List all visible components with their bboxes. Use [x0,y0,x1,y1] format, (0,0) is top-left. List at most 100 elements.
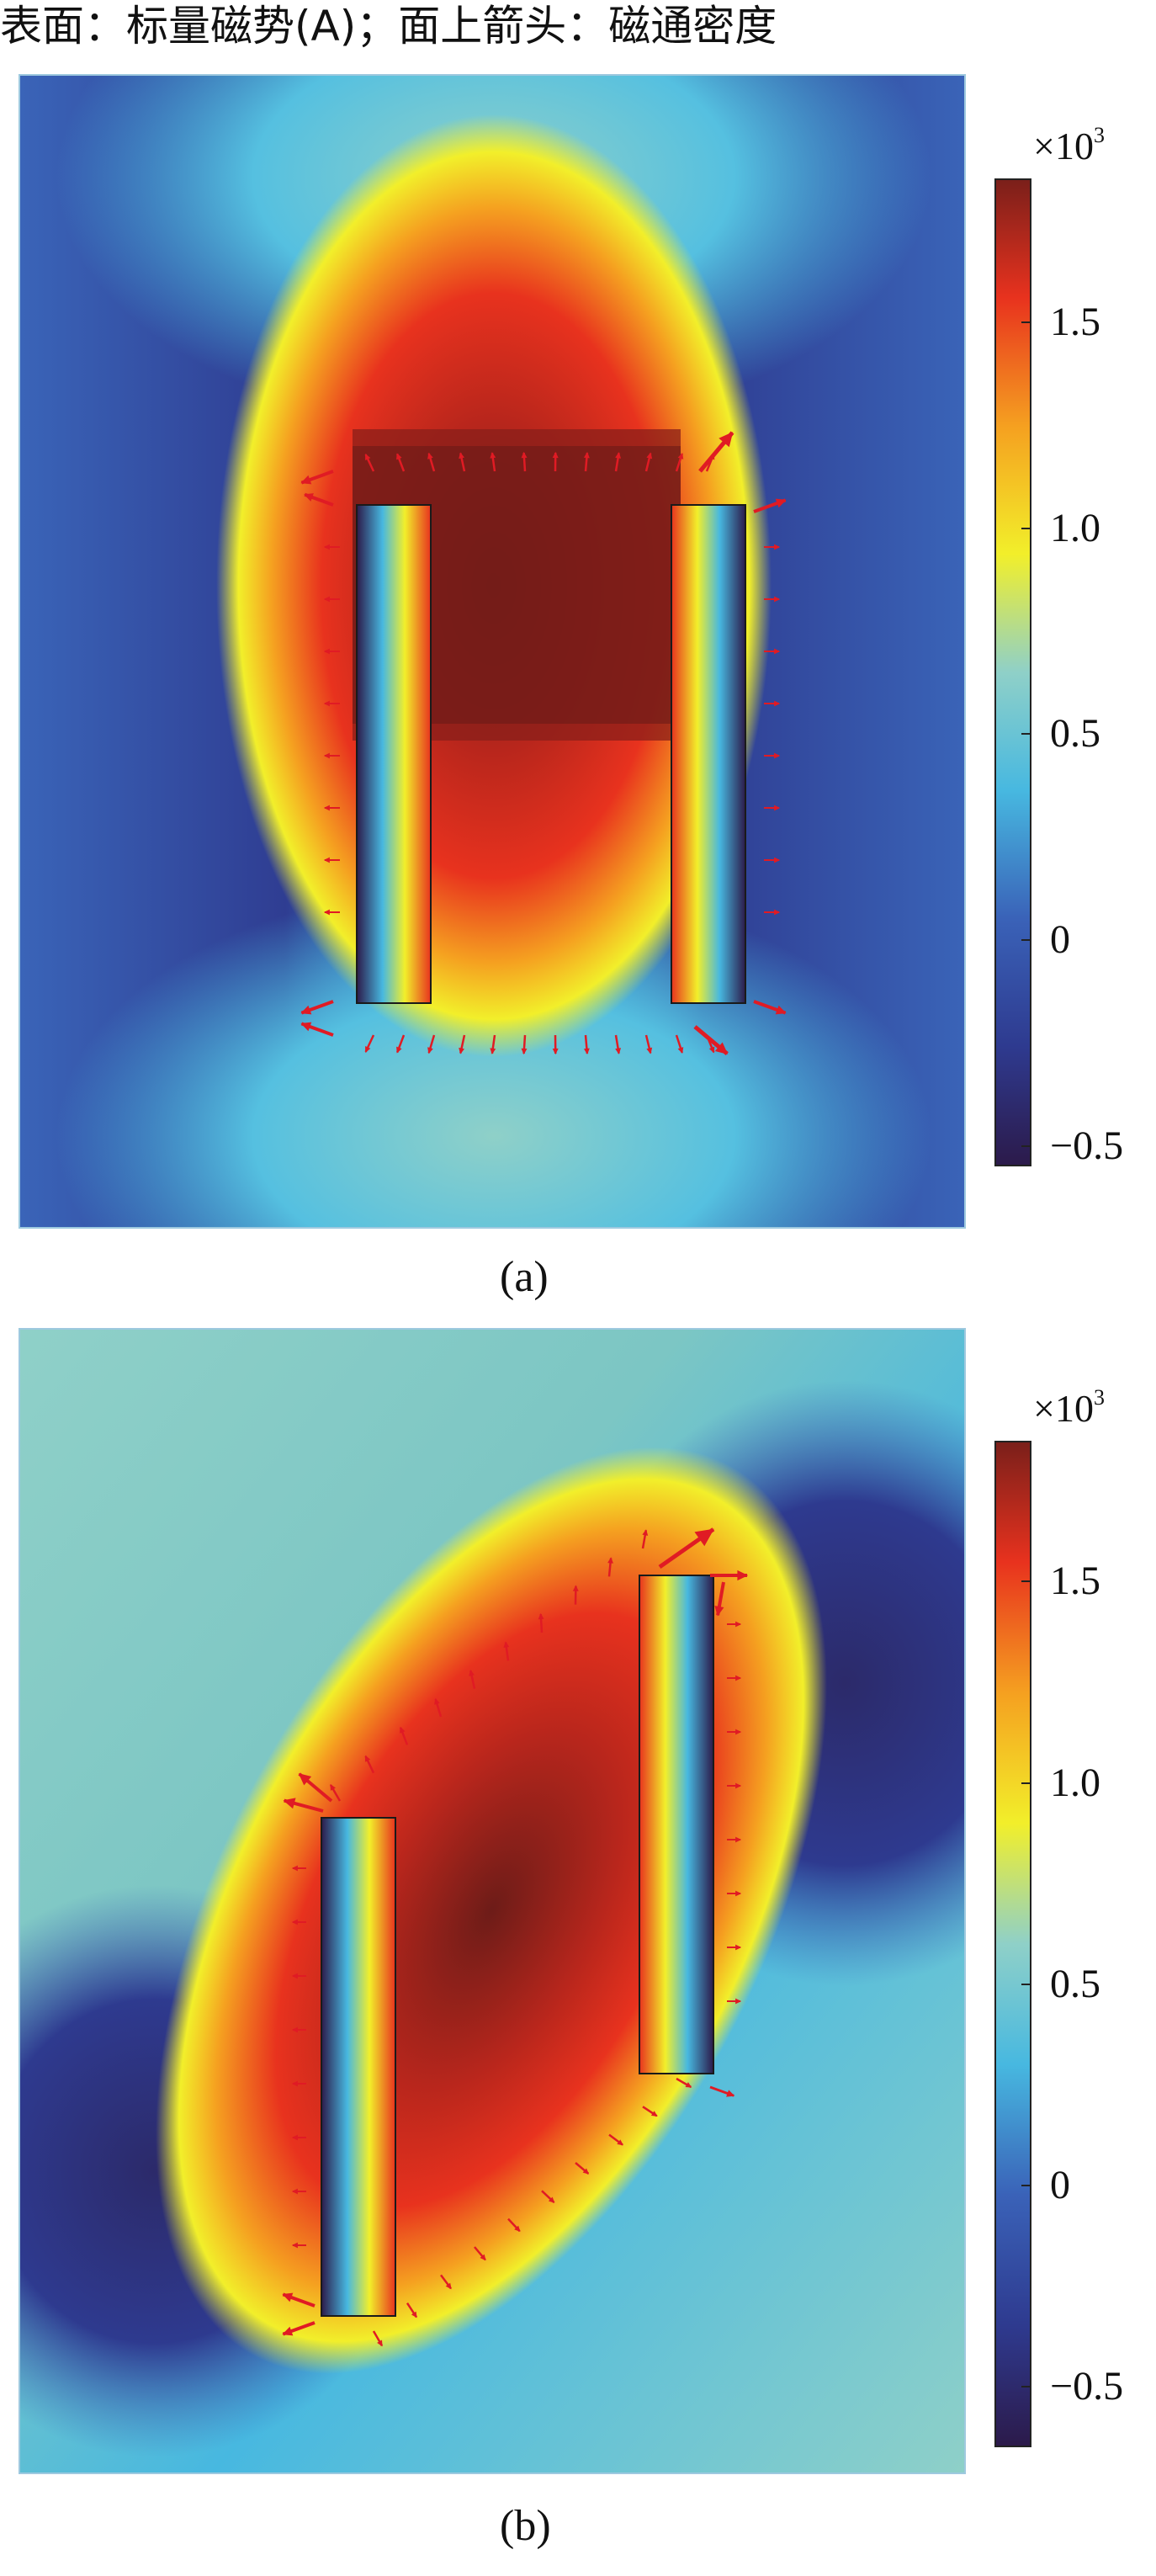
flux-arrow-head [714,1605,724,1617]
flux-arrow-head [377,2340,383,2347]
flux-arrow-head [400,1726,406,1734]
flux-arrow-head [330,1783,337,1791]
flux-arrow-head [775,1005,787,1015]
colorbar-tick-mark-b [1021,1983,1031,1985]
colorbar-tick-label-b: 0.5 [1050,1961,1100,2006]
flux-arrow-head [304,493,314,502]
magnet-left-b [321,1817,396,2317]
flux-arrow-head [615,1048,622,1054]
flux-arrow-head [726,2090,735,2097]
colorbar-tick-label-b: 1.0 [1050,1760,1100,1805]
flux-arrow-head [677,1047,684,1054]
flux-arrows-b [282,1527,749,2347]
flux-arrow-head [291,2134,298,2141]
colorbar-tick-mark-b [1021,1580,1031,1583]
field-svg-b [20,1330,964,2472]
flux-arrow-head [291,1919,298,1925]
colorbar-tick-label-a: 1.0 [1050,505,1100,550]
flux-arrow-head [642,1529,649,1536]
flux-arrow-head [291,1865,298,1872]
colorbar-multiplier-a: ×103 [1033,123,1105,167]
flux-arrow-head [774,544,781,550]
colorbar-tick-mark-b [1021,2386,1031,2388]
flux-arrow-head [427,452,433,459]
flux-arrow-head [774,648,781,655]
flux-arrow-head [774,700,781,707]
flux-arrow-head [298,1773,312,1786]
flux-arrow-head [735,1836,742,1843]
magnet-right-a [671,504,746,1004]
flux-arrow-head [300,1005,312,1015]
flux-arrow-head [480,2254,486,2261]
magnet-right-b [639,1575,714,2074]
flux-arrow-head [650,2111,658,2117]
flux-arrow-head [735,1729,742,1735]
colorbar-tick-label-a: −0.5 [1050,1123,1124,1168]
colorbar-tick-label-a: 0 [1050,916,1070,962]
flux-arrow-head [514,2225,521,2233]
flux-arrow-head [774,909,781,916]
flux-arrow-head [737,1570,749,1581]
flux-arrow-head [607,1557,614,1564]
colorbar-tick-mark-b [1021,1782,1031,1784]
flux-arrow-head [646,1047,653,1054]
flux-arrow-head [291,2242,298,2249]
flux-arrow-head [521,451,528,459]
flux-arrow-head [434,1697,440,1705]
flux-arrow-head [552,451,559,459]
colorbar-tick-mark-b [1021,2185,1031,2187]
flux-arrow-head [323,805,330,811]
flux-arrow-head [396,453,402,460]
flux-arrow-head [490,1048,496,1054]
flux-arrow-head [323,752,330,759]
flux-arrow-head [323,544,330,550]
flux-arrow-head [735,1944,742,1951]
flux-arrow-head [774,857,781,863]
flux-arrow-head [411,2311,417,2318]
flux-arrow-head [548,2196,555,2203]
flux-arrow-head [427,1047,433,1054]
colorbar-tick-mark-a [1021,1145,1031,1147]
colorbar-multiplier-b: ×103 [1033,1385,1105,1430]
flux-arrow-head [323,909,330,916]
flux-arrow-head [775,498,787,508]
flux-arrow-head [365,1045,371,1053]
flux-arrow-head [300,1022,312,1032]
flux-arrow-head [582,2168,590,2175]
flux-arrow-head [396,1046,402,1054]
flux-arrows-a [300,431,787,1056]
flux-arrow-head [291,2080,298,2087]
flux-arrow-head [735,1675,742,1681]
flux-arrow-head [490,452,496,459]
flux-arrow-head [283,1798,296,1809]
colorbar-tick-mark-a [1021,938,1031,941]
flux-arrow-head [459,452,465,459]
colorbar-tick-label-b: −0.5 [1050,2364,1124,2409]
flux-arrow-head [735,1998,742,2005]
magnet-left-a [356,504,432,1004]
caption-a: (a) [500,1253,549,1301]
colorbar-tick-label-a: 1.5 [1050,300,1100,345]
flux-arrow-head [735,1890,742,1897]
flux-arrow-head [646,452,653,459]
colorbar-tick-label-b: 1.5 [1050,1559,1100,1604]
flux-arrow-head [774,805,781,811]
flux-arrow-head [719,432,734,448]
colorbar-tick-label-b: 0 [1050,2163,1070,2208]
flux-arrow-head [735,1782,742,1789]
flux-arrow-head [503,1641,510,1648]
flux-arrow-head [583,451,590,459]
flux-arrow-head [323,857,330,863]
flux-arrow-head [583,1048,590,1055]
flux-arrow-head [521,1048,528,1055]
flux-arrow-head [677,452,684,459]
flux-arrow-head [323,700,330,707]
flux-arrow-head [685,2082,692,2088]
flux-arrow-head [572,1585,579,1591]
flux-arrow-head [469,1670,475,1676]
flux-arrow-head [282,2326,294,2336]
flux-arrow-head [694,1528,714,1547]
colorbar-tick-label-a: 0.5 [1050,711,1100,757]
field-svg-a [20,76,964,1227]
colorbar-tick-mark-a [1021,527,1031,529]
